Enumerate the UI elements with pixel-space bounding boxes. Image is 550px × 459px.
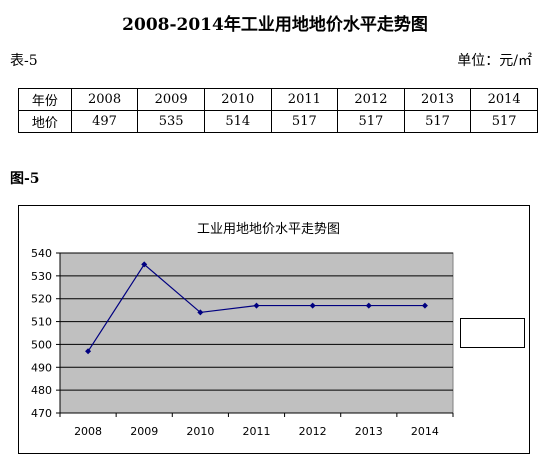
- page-title: 2008-2014年工业用地地价水平走势图: [122, 15, 428, 35]
- plot-area: [59, 252, 454, 414]
- x-tick-label: 2009: [130, 425, 158, 438]
- y-tick-label: 520: [31, 293, 52, 306]
- data-point: [85, 348, 92, 355]
- table-value-cell: 535: [137, 110, 205, 133]
- unit-label: 单位：元/㎡: [457, 53, 532, 69]
- y-tick-label: 510: [31, 316, 52, 329]
- x-tick-label: 2008: [74, 425, 102, 438]
- table-header-cell: 地价: [18, 110, 72, 133]
- x-tick-label: 2011: [243, 425, 271, 438]
- data-point: [197, 309, 204, 316]
- x-tick-label: 2012: [299, 425, 327, 438]
- chart-title: 工业用地地价水平走势图: [197, 221, 340, 237]
- y-tick-label: 500: [31, 338, 52, 351]
- chart-legend: [460, 318, 525, 348]
- data-point: [141, 261, 148, 268]
- data-point: [309, 302, 316, 309]
- data-point: [253, 302, 260, 309]
- table-value-cell: 517: [270, 110, 339, 133]
- y-tick-label: 470: [31, 407, 52, 420]
- table-value-cell: 517: [470, 110, 538, 133]
- table-year-cell: 2009: [137, 88, 205, 111]
- price-table: 年份 2008 2009 2010 2011 2012 2013 2014 地价…: [18, 88, 538, 133]
- y-tick-label: 490: [31, 361, 52, 374]
- table-value-cell: 517: [337, 110, 405, 133]
- data-point: [421, 302, 428, 309]
- y-tick-label: 530: [31, 270, 52, 283]
- y-tick-label: 480: [31, 384, 52, 397]
- data-point: [365, 302, 372, 309]
- figure-label: 图-5: [10, 171, 40, 187]
- table-value-cell: 514: [203, 110, 272, 133]
- table-row-years: 年份 2008 2009 2010 2011 2012 2013 2014: [18, 88, 538, 111]
- x-tick-label: 2014: [411, 425, 439, 438]
- table-year-cell: 2010: [203, 88, 272, 111]
- table-label: 表-5: [10, 53, 38, 69]
- x-tick-label: 2013: [355, 425, 383, 438]
- table-row-values: 地价 497 535 514 517 517 517 517: [18, 110, 538, 133]
- table-value-cell: 517: [403, 110, 472, 133]
- x-tick-label: 2010: [186, 425, 214, 438]
- table-header-cell: 年份: [18, 88, 72, 111]
- table-year-cell: 2014: [470, 88, 538, 111]
- y-tick-label: 540: [31, 247, 52, 260]
